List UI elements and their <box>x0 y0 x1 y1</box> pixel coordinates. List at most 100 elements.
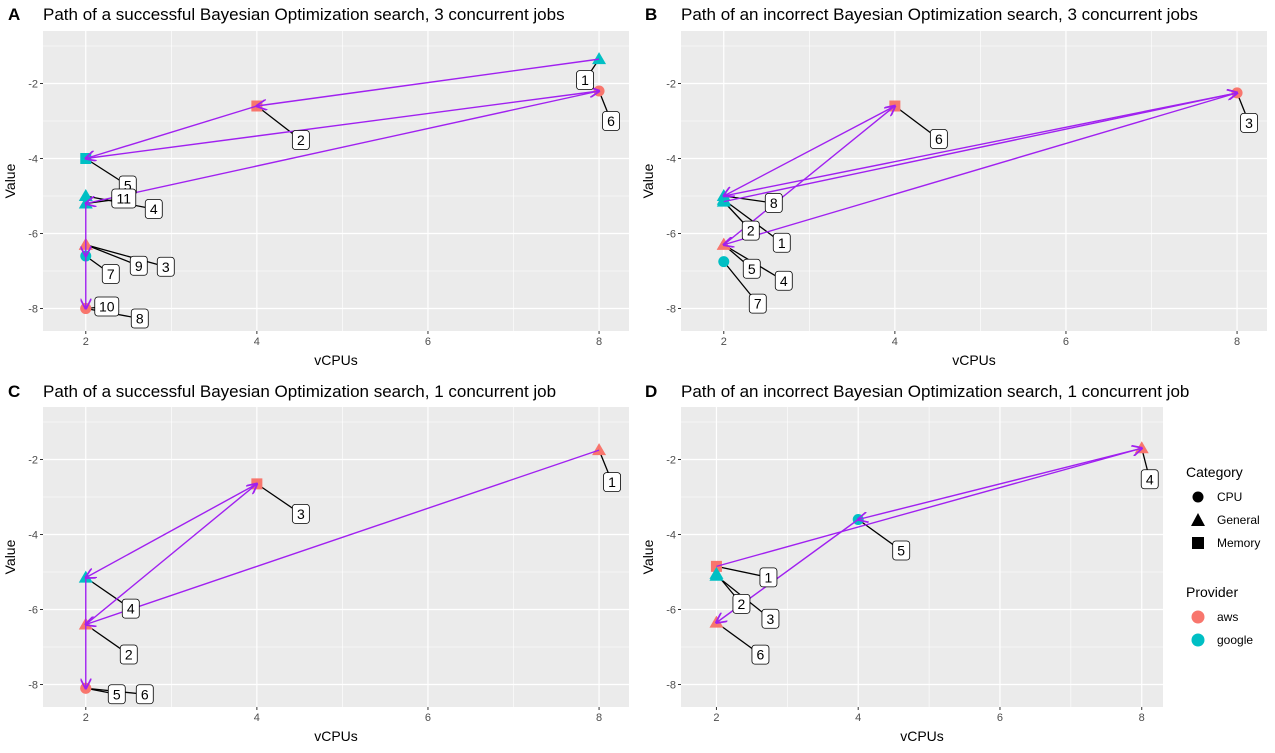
y-tick-label: -6 <box>666 605 676 617</box>
panel-c: 2 4 6 8 -2 -4 -6 -8 C Path of a successful Bayesi… <box>2 382 629 744</box>
label-box <box>94 296 120 317</box>
y-axis-label: Value <box>640 539 656 574</box>
y-tick-label: -2 <box>666 455 676 467</box>
point-label-5: 5 <box>748 261 756 277</box>
label-box <box>111 188 137 209</box>
label-box <box>1240 112 1258 133</box>
x-tick-label: 4 <box>892 336 898 348</box>
label-box <box>107 684 126 705</box>
point-label-6: 6 <box>141 686 149 702</box>
point-label-6: 6 <box>757 647 765 663</box>
x-tick-label: 4 <box>254 712 260 724</box>
legend-aws-swatch-icon <box>1191 610 1205 624</box>
legend-provider-google: google <box>1191 633 1253 647</box>
y-axis-label: Value <box>640 163 656 198</box>
label-box <box>129 255 148 276</box>
label-box <box>130 308 149 329</box>
point-labels: 1 2 3 4 5 6 <box>732 469 1159 665</box>
x-tick-label: 8 <box>1139 712 1145 724</box>
point-label-1: 1 <box>581 72 589 88</box>
point-label-6: 6 <box>607 113 615 129</box>
x-axis-label: vCPUs <box>314 352 358 368</box>
path-arrow <box>86 449 600 624</box>
label-box <box>751 644 770 665</box>
label-box <box>144 199 163 219</box>
path-arrow <box>723 93 1237 203</box>
panel-tag: B <box>645 5 657 24</box>
y-tick-label: -4 <box>28 154 38 166</box>
label-box <box>101 264 120 284</box>
panel-title: Path of a successful Bayesian Optimizati… <box>43 382 556 401</box>
path-arrow <box>86 483 258 578</box>
plot-background <box>43 31 629 331</box>
x-tick-label: 6 <box>425 336 431 348</box>
label-box <box>291 130 310 150</box>
label-box <box>156 256 175 277</box>
panel-title: Path of an incorrect Bayesian Optimizati… <box>681 5 1198 24</box>
x-axis-label: vCPUs <box>952 352 996 368</box>
point-labels: 1 2 3 4 5 6 <box>107 472 621 705</box>
path-arrow <box>86 105 258 159</box>
point-label-4: 4 <box>1146 471 1154 487</box>
label-leader-line <box>85 244 166 268</box>
x-tick-label: 8 <box>1234 336 1240 348</box>
y-tick-label: -6 <box>28 229 38 241</box>
panel-a: 2 4 6 8 -2 -4 -6 -8 A Path of a successful Bayesi… <box>2 5 629 368</box>
point-label-8: 8 <box>770 195 778 211</box>
point-label-5: 5 <box>897 543 905 559</box>
y-tick-label: -8 <box>28 304 38 316</box>
label-box <box>759 567 778 588</box>
point-label-3: 3 <box>1245 115 1253 131</box>
point-label-1: 1 <box>765 569 773 585</box>
x-tick-label: 4 <box>254 336 260 348</box>
legend-square-icon <box>1192 537 1204 549</box>
label-box <box>742 258 761 279</box>
legend-category-title: Category <box>1186 464 1243 480</box>
legend: Category CPU General Memory Provider aws… <box>1186 464 1260 647</box>
point-label-7: 7 <box>107 266 115 282</box>
point-label-3: 3 <box>297 506 305 522</box>
data-point-1 <box>592 52 607 65</box>
point-label-2: 2 <box>125 647 133 663</box>
point-label-10: 10 <box>99 299 115 315</box>
label-box <box>119 644 138 665</box>
point-label-1: 1 <box>778 235 786 251</box>
x-axis-label: vCPUs <box>900 728 944 744</box>
label-box <box>576 70 594 91</box>
point-label-1: 1 <box>608 474 616 490</box>
y-tick-label: -2 <box>28 455 38 467</box>
point-labels: 1 2 3 4 5 6 7 8 <box>741 112 1258 314</box>
legend-category-memory: Memory <box>1192 536 1260 550</box>
point-label-2: 2 <box>747 223 755 239</box>
y-tick-label: -4 <box>666 154 676 166</box>
point-labels: 1 2 3 4 5 6 7 8 9 10 11 <box>94 70 620 329</box>
panels-group: 2 4 6 8 -2 -4 -6 -8 A Path of a successful Bayesi… <box>2 5 1267 744</box>
label-box <box>135 684 154 705</box>
panel-title: Path of an incorrect Bayesian Optimizati… <box>681 382 1189 401</box>
panel-b: 2 4 6 8 -2 -4 -6 -8 B Path of an incorrect Bayesi… <box>640 5 1267 368</box>
search-path <box>86 449 600 688</box>
y-tick-label: -8 <box>666 304 676 316</box>
legend-category-label: CPU <box>1217 490 1242 504</box>
legend-provider-aws: aws <box>1191 610 1238 624</box>
x-tick-label: 4 <box>855 712 861 724</box>
x-tick-label: 8 <box>596 336 602 348</box>
point-label-6: 6 <box>935 131 943 147</box>
point-label-4: 4 <box>780 273 788 289</box>
y-axis-label: Value <box>2 163 18 198</box>
point-label-2: 2 <box>738 596 746 612</box>
point-label-7: 7 <box>754 296 762 312</box>
legend-category-general: General <box>1191 513 1260 527</box>
point-label-4: 4 <box>150 201 158 217</box>
legend-triangle-icon <box>1191 513 1205 526</box>
point-label-5: 5 <box>113 686 121 702</box>
point-label-9: 9 <box>135 258 143 274</box>
label-box <box>1140 469 1159 490</box>
legend-google-swatch-icon <box>1191 633 1205 647</box>
x-tick-label: 6 <box>1063 336 1069 348</box>
label-box <box>772 232 791 253</box>
legend-category-cpu: CPU <box>1192 490 1242 504</box>
point-label-11: 11 <box>117 191 132 207</box>
x-tick-label: 2 <box>713 712 719 724</box>
